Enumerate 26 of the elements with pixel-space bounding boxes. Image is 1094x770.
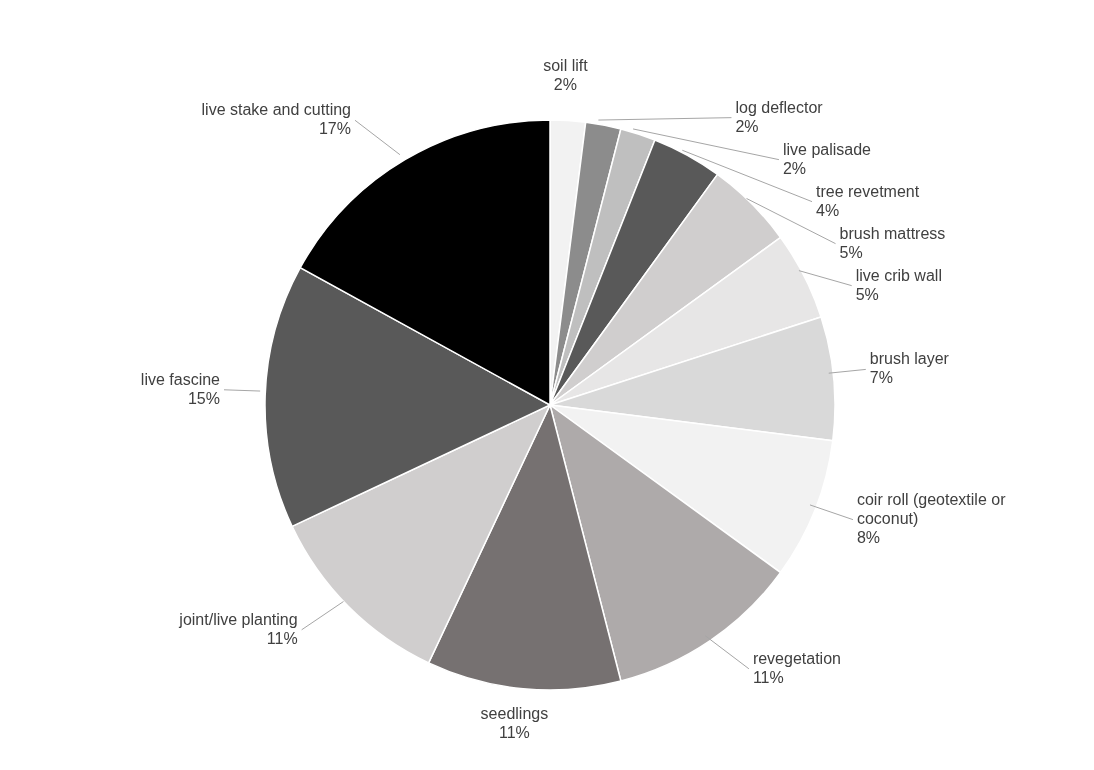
slice-label: live fascine [140,370,221,388]
slice-label: seedlings [480,704,549,722]
slice-label: live palisade [782,140,872,158]
slice-label: log deflector [735,98,824,116]
data-label: 5% [855,285,879,303]
slice-label: revegetation [752,649,841,667]
data-label: 11% [498,723,530,741]
data-label: 4% [816,201,840,219]
slice-label: soil lift [543,56,589,74]
data-label: 8% [856,529,881,547]
data-label: 2% [735,117,759,135]
data-label: 2% [553,75,577,93]
data-label: 7% [869,369,893,387]
data-label: 11% [752,668,784,686]
data-label: 15% [187,389,220,407]
slice-label: live stake and cutting [201,101,351,119]
data-label: 5% [839,243,863,261]
slice-label: live crib wall [855,266,942,284]
slice-label: joint/live planting [178,610,298,628]
data-label: 11% [266,629,298,647]
data-label: 17% [318,120,351,138]
slice-label: brush layer [869,350,950,368]
slice-label: tree revetment [816,182,920,200]
slice-label: brush mattress [839,224,946,242]
slice-label: coir roll (geotextile or coconut) [856,491,1007,528]
data-label: 2% [782,159,807,177]
